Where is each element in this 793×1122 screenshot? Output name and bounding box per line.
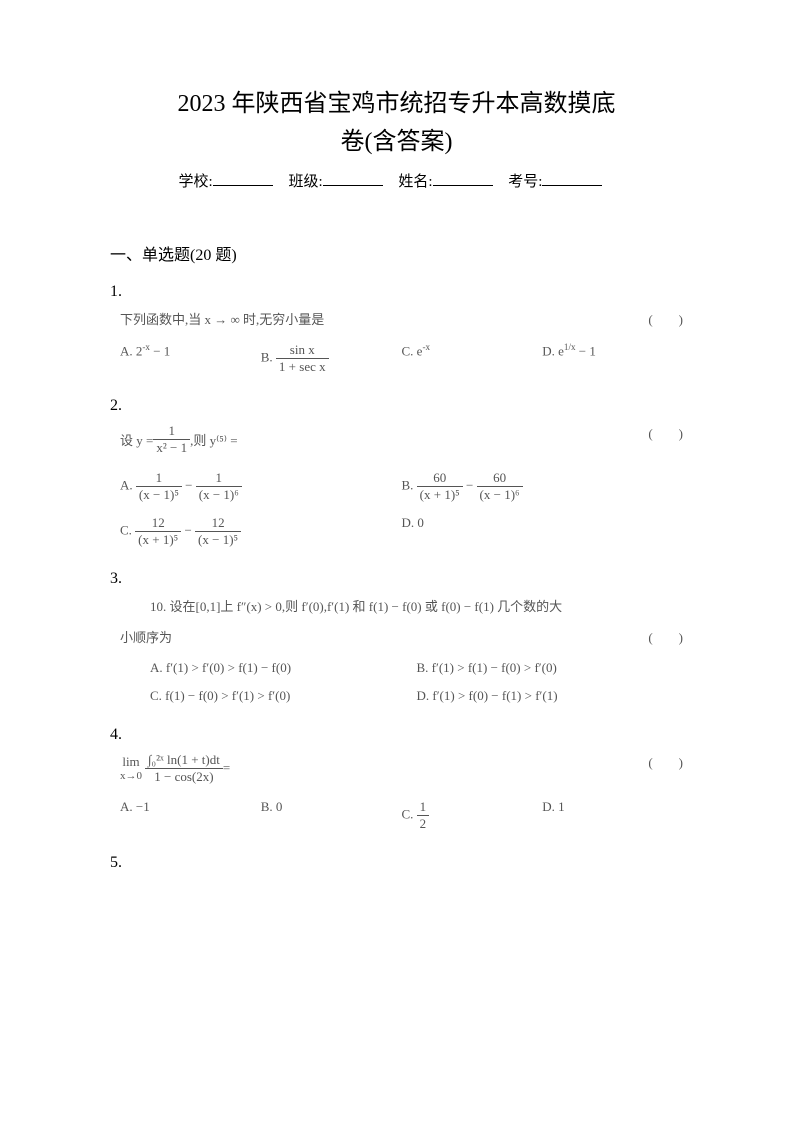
q2-number: 2. [110,397,683,415]
q4-option-a: A. −1 [120,799,261,832]
exam-title: 2023 年陕西省宝鸡市统招专升本高数摸底 卷(含答案) [110,85,683,162]
answer-paren: ( ) [648,752,683,771]
q1-number: 1. [110,283,683,301]
question-4: 4. lim x→0 ∫₀²ˣ ln(1 + t)dt1 − cos(2x) =… [110,726,683,832]
question-3: 3. 10. 设在[0,1]上 f″(x) > 0,则 f′(0),f′(1) … [110,570,683,704]
q1-stem: 下列函数中,当 x → ∞ 时,无穷小量是 ( ) [120,309,683,328]
question-1: 1. 下列函数中,当 x → ∞ 时,无穷小量是 ( ) A. 2-x − 1 … [110,283,683,375]
q3-options-row2: C. f(1) − f(0) > f′(1) > f′(0) D. f′(1) … [120,688,683,704]
q4-option-c: C. 12 [402,799,543,832]
q1-option-b: B. sin x1 + sec x [261,342,402,375]
q2-option-c: C. 12(x + 1)⁵ − 12(x − 1)⁵ [120,515,402,548]
q3-option-d: D. f′(1) > f(0) − f(1) > f′(1) [417,688,684,704]
school-label: 学校: [179,170,213,191]
q2-options-row2: C. 12(x + 1)⁵ − 12(x − 1)⁵ D. 0 [120,515,683,548]
q3-option-a: A. f′(1) > f′(0) > f(1) − f(0) [150,660,417,676]
name-label: 姓名: [398,170,432,191]
examno-blank [542,185,602,186]
question-2: 2. 设 y = 1x² − 1 ,则 y⁽⁵⁾ = ( ) A. 1(x − … [110,397,683,548]
examno-label: 考号: [508,170,542,191]
q3-option-b: B. f′(1) > f(1) − f(0) > f′(0) [417,660,684,676]
q3-number: 3. [110,570,683,588]
q1-option-a: A. 2-x − 1 [120,342,261,375]
q1-option-c: C. e-x [402,342,543,375]
q2-stem: 设 y = 1x² − 1 ,则 y⁽⁵⁾ = ( ) [120,423,683,456]
title-line2: 卷(含答案) [341,129,453,155]
name-blank [433,185,493,186]
student-info-line: 学校: 班级: 姓名: 考号: [110,170,683,191]
q4-option-d: D. 1 [542,799,683,832]
q3-stem: 10. 设在[0,1]上 f″(x) > 0,则 f′(0),f′(1) 和 f… [120,596,683,646]
q2-options-row1: A. 1(x − 1)⁵ − 1(x − 1)⁶ B. 60(x + 1)⁵ −… [120,470,683,503]
answer-paren: ( ) [648,309,683,328]
q1-option-d: D. e1/x − 1 [542,342,683,375]
q3-option-c: C. f(1) − f(0) > f′(1) > f′(0) [150,688,417,704]
class-label: 班级: [288,170,322,191]
answer-paren: ( ) [648,627,683,646]
title-line1: 2023 年陕西省宝鸡市统招专升本高数摸底 [178,91,616,117]
q1-options: A. 2-x − 1 B. sin x1 + sec x C. e-x D. e… [120,342,683,375]
school-blank [213,185,273,186]
q5-number: 5. [110,854,683,872]
q4-number: 4. [110,726,683,744]
q4-options: A. −1 B. 0 C. 12 D. 1 [120,799,683,832]
question-5: 5. [110,854,683,872]
q2-option-b: B. 60(x + 1)⁵ − 60(x − 1)⁶ [402,470,684,503]
q4-stem: lim x→0 ∫₀²ˣ ln(1 + t)dt1 − cos(2x) = ( … [120,752,683,785]
section-header: 一、单选题(20 题) [110,241,683,265]
q2-option-a: A. 1(x − 1)⁵ − 1(x − 1)⁶ [120,470,402,503]
q2-option-d: D. 0 [402,515,684,548]
class-blank [323,185,383,186]
q3-options-row1: A. f′(1) > f′(0) > f(1) − f(0) B. f′(1) … [120,660,683,676]
q4-option-b: B. 0 [261,799,402,832]
answer-paren: ( ) [648,423,683,442]
